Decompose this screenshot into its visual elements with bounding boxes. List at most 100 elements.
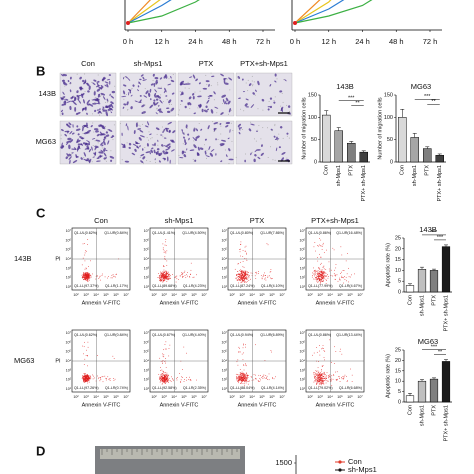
event-dot: [90, 376, 92, 378]
x-tick-label: 10⁵: [259, 293, 265, 297]
event-dot: [87, 382, 89, 384]
cell: [128, 91, 130, 96]
cell: [228, 108, 231, 113]
event-dot: [320, 280, 322, 281]
event-dot: [258, 271, 259, 272]
event-dot: [167, 374, 169, 376]
event-dot: [312, 354, 313, 356]
event-dot: [319, 279, 320, 281]
event-dot: [84, 341, 85, 343]
pore: [93, 102, 95, 104]
event-dot: [242, 373, 244, 374]
event-dot: [348, 276, 350, 278]
cell: [130, 94, 133, 97]
event-dot: [316, 279, 317, 280]
event-dot: [160, 378, 161, 380]
event-dot: [240, 373, 242, 374]
event-dot: [166, 374, 167, 376]
cell: [61, 96, 66, 99]
event-dot: [322, 380, 324, 381]
y-tick-label: 10⁵: [222, 248, 228, 252]
event-dot: [318, 268, 320, 269]
event-dot: [318, 375, 320, 376]
event-dot: [161, 273, 163, 274]
event-dot: [240, 271, 242, 272]
quadrant-label: Q1-UL(0.67%): [152, 333, 175, 337]
cell: [237, 75, 241, 79]
event-dot: [351, 381, 353, 382]
event-dot: [85, 267, 87, 269]
event-dot: [172, 379, 174, 380]
event-dot: [162, 376, 163, 378]
x-tick-label: 10⁷: [201, 293, 207, 297]
x-tick-label: PTX: [431, 405, 437, 416]
pore: [251, 151, 253, 153]
cell: [245, 106, 250, 108]
pore: [282, 101, 284, 103]
panel-label: C: [36, 205, 46, 220]
event-dot: [317, 274, 319, 276]
cell: [239, 127, 242, 129]
event-dot: [334, 278, 336, 280]
event-dot: [235, 278, 237, 280]
cell: [159, 110, 162, 113]
event-dot: [314, 374, 316, 376]
cell: [133, 129, 136, 134]
event-dot: [165, 277, 167, 278]
cell: [145, 90, 149, 95]
pore: [272, 159, 274, 161]
event-dot: [166, 260, 168, 262]
series-line: [127, 0, 200, 24]
y-tick-label: 10⁴: [143, 257, 149, 261]
event-dot: [237, 375, 239, 377]
quadrant-label: Q1-UR(0.84%): [104, 333, 128, 337]
event-dot: [165, 376, 166, 378]
event-dot: [189, 276, 191, 278]
event-dot: [244, 281, 246, 283]
cell: [84, 147, 90, 150]
event-dot: [164, 381, 166, 383]
event-dot: [162, 243, 164, 245]
y-tick-label: 10⁷: [144, 229, 150, 233]
event-dot: [243, 343, 244, 345]
event-dot: [162, 377, 164, 379]
pore: [278, 133, 280, 135]
cell: [87, 129, 91, 133]
event-dot: [238, 263, 240, 264]
event-dot: [246, 281, 248, 282]
cell: [126, 101, 129, 106]
event-dot: [83, 275, 85, 277]
pore: [270, 146, 272, 148]
x-tick-label: PTX+ sh-Mps1: [443, 405, 449, 442]
event-dot: [322, 266, 324, 268]
event-dot: [166, 250, 168, 252]
x-tick-label: 10³: [161, 395, 167, 399]
event-dot: [322, 381, 324, 383]
event-dot: [166, 377, 168, 379]
event-dot: [314, 242, 316, 243]
event-dot: [84, 382, 86, 383]
event-dot: [321, 379, 322, 381]
pore: [210, 72, 212, 74]
cell: [140, 153, 145, 157]
event-dot: [164, 374, 166, 376]
event-dot: [317, 276, 319, 277]
event-dot: [330, 275, 332, 276]
event-dot: [83, 379, 84, 381]
pore: [273, 100, 275, 102]
event-dot: [346, 375, 347, 377]
event-dot: [323, 265, 325, 267]
cell: [125, 76, 129, 79]
event-dot: [275, 376, 276, 378]
cell: [95, 130, 99, 133]
event-dot: [237, 377, 238, 379]
event-dot: [87, 275, 88, 277]
event-dot: [88, 380, 89, 381]
event-dot: [336, 371, 338, 373]
event-dot: [161, 273, 162, 275]
event-dot: [329, 374, 331, 375]
event-dot: [266, 243, 268, 245]
event-dot: [162, 271, 164, 272]
pore: [274, 159, 276, 161]
y-tick-label: 10¹: [66, 387, 72, 391]
